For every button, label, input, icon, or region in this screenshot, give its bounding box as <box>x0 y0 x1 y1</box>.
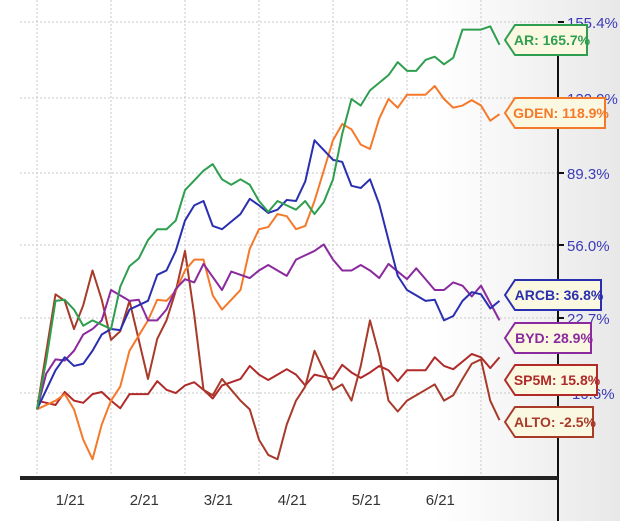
end-label-text: SP5M: 15.8% <box>514 372 601 388</box>
series-line-arcb <box>36 139 501 410</box>
x-tick-label: 2/21 <box>130 492 159 509</box>
end-label-gden: GDEN: 118.9% <box>503 97 609 129</box>
end-label-text: ARCB: 36.8% <box>515 287 604 303</box>
end-label-box <box>503 97 606 129</box>
x-tick-label: 4/21 <box>278 492 307 509</box>
series-line-alto <box>36 249 501 461</box>
grid <box>20 0 558 478</box>
series-line-ar <box>36 25 501 410</box>
y-tick-label: 89.3% <box>567 166 610 183</box>
end-label-box <box>503 279 602 311</box>
series-line-gden <box>36 85 501 461</box>
end-label-text: GDEN: 118.9% <box>513 105 609 121</box>
x-tick-label: 3/21 <box>204 492 233 509</box>
end-label-text: BYD: 28.9% <box>515 330 593 346</box>
end-label-box <box>503 406 594 438</box>
end-label-text: AR: 165.7% <box>514 32 591 48</box>
series-lines <box>36 25 501 461</box>
end-label-sp5m: SP5M: 15.8% <box>503 364 601 396</box>
x-axis-ticks: 1/21 2/21 3/21 4/21 5/21 6/21 <box>56 492 455 509</box>
end-label-byd: BYD: 28.9% <box>503 322 593 354</box>
end-labels: AR: 165.7% GDEN: 118.9% ARCB: 36.8% BYD: 28… <box>503 24 609 438</box>
x-tick-label: 5/21 <box>352 492 381 509</box>
series-line-sp5m <box>36 353 501 410</box>
y-tick-label: 56.0% <box>567 238 610 255</box>
x-tick-label: 1/21 <box>56 492 85 509</box>
series-line-byd <box>36 243 501 410</box>
end-label-alto: ALTO: -2.5% <box>503 406 597 438</box>
end-label-arcb: ARCB: 36.8% <box>503 279 604 311</box>
end-label-box <box>503 322 592 354</box>
end-label-box <box>503 24 588 56</box>
end-label-ar: AR: 165.7% <box>503 24 591 56</box>
end-label-box <box>503 364 598 396</box>
end-label-text: ALTO: -2.5% <box>514 414 596 430</box>
x-tick-label: 6/21 <box>426 492 455 509</box>
